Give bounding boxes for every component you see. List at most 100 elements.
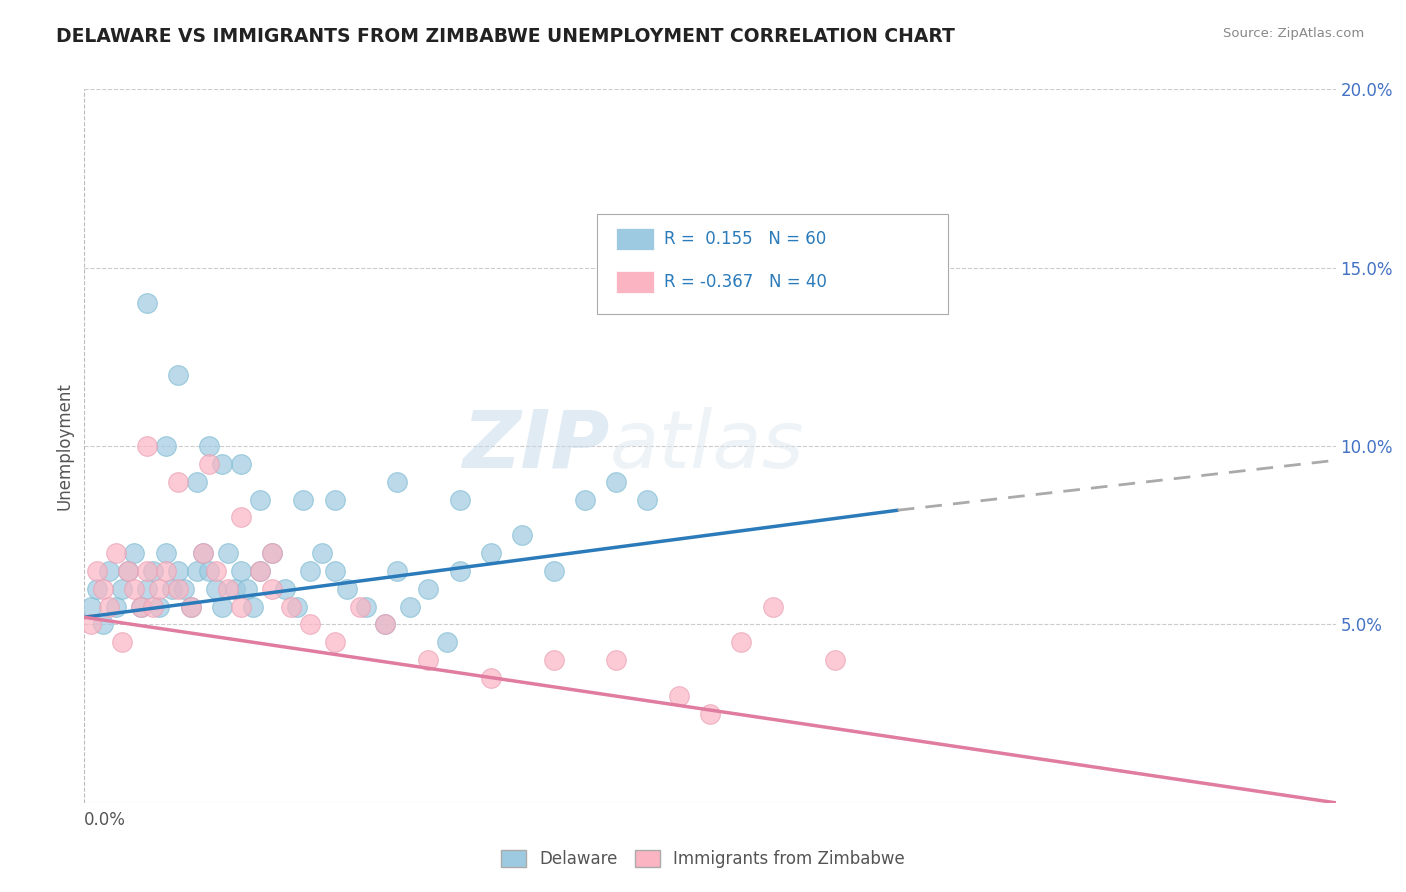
Text: 0.0%: 0.0% bbox=[84, 812, 127, 830]
Point bbox=[762, 599, 785, 614]
Point bbox=[385, 564, 409, 578]
Point bbox=[262, 546, 284, 560]
FancyBboxPatch shape bbox=[616, 228, 654, 250]
FancyBboxPatch shape bbox=[616, 271, 654, 293]
Point bbox=[449, 564, 471, 578]
Point bbox=[354, 599, 377, 614]
Point bbox=[543, 653, 565, 667]
Point bbox=[136, 439, 159, 453]
Point bbox=[186, 564, 208, 578]
Point bbox=[186, 475, 208, 489]
Point bbox=[374, 617, 396, 632]
Point bbox=[217, 582, 239, 596]
Point bbox=[229, 510, 252, 524]
Point bbox=[385, 475, 409, 489]
Point bbox=[229, 599, 252, 614]
Point bbox=[605, 653, 627, 667]
Point bbox=[249, 564, 271, 578]
Point bbox=[449, 492, 471, 507]
Text: R = -0.367   N = 40: R = -0.367 N = 40 bbox=[664, 273, 827, 291]
Point bbox=[91, 582, 114, 596]
Point bbox=[418, 653, 440, 667]
Point bbox=[91, 617, 114, 632]
Point bbox=[217, 546, 239, 560]
Point bbox=[155, 546, 177, 560]
Point bbox=[104, 546, 127, 560]
Point bbox=[398, 599, 420, 614]
Point bbox=[117, 564, 139, 578]
Point bbox=[86, 564, 108, 578]
Point bbox=[418, 582, 440, 596]
Point bbox=[98, 564, 121, 578]
Legend: Delaware, Immigrants from Zimbabwe: Delaware, Immigrants from Zimbabwe bbox=[495, 843, 911, 875]
Point bbox=[479, 546, 502, 560]
Point bbox=[436, 635, 458, 649]
Text: Source: ZipAtlas.com: Source: ZipAtlas.com bbox=[1223, 27, 1364, 40]
Point bbox=[193, 546, 215, 560]
Point bbox=[236, 582, 259, 596]
FancyBboxPatch shape bbox=[598, 214, 948, 314]
Point bbox=[117, 564, 139, 578]
Point bbox=[229, 457, 252, 471]
Point bbox=[86, 582, 108, 596]
Point bbox=[136, 296, 159, 310]
Point bbox=[285, 599, 308, 614]
Point bbox=[323, 492, 346, 507]
Point bbox=[224, 582, 246, 596]
Point bbox=[512, 528, 534, 542]
Point bbox=[167, 475, 190, 489]
Point bbox=[180, 599, 202, 614]
Point bbox=[349, 599, 371, 614]
Point bbox=[730, 635, 752, 649]
Point bbox=[79, 599, 101, 614]
Point bbox=[292, 492, 315, 507]
Point bbox=[142, 564, 165, 578]
Text: DELAWARE VS IMMIGRANTS FROM ZIMBABWE UNEMPLOYMENT CORRELATION CHART: DELAWARE VS IMMIGRANTS FROM ZIMBABWE UNE… bbox=[56, 27, 955, 45]
Point bbox=[193, 546, 215, 560]
Point bbox=[198, 457, 221, 471]
Point bbox=[155, 439, 177, 453]
Text: R =  0.155   N = 60: R = 0.155 N = 60 bbox=[664, 230, 825, 248]
Point bbox=[167, 582, 190, 596]
Point bbox=[111, 635, 134, 649]
Point bbox=[167, 564, 190, 578]
Point bbox=[136, 564, 159, 578]
Point bbox=[204, 582, 226, 596]
Text: atlas: atlas bbox=[610, 407, 804, 485]
Point bbox=[262, 546, 284, 560]
Point bbox=[262, 582, 284, 596]
Point bbox=[229, 564, 252, 578]
Point bbox=[204, 564, 226, 578]
Point bbox=[374, 617, 396, 632]
Point bbox=[173, 582, 195, 596]
Point bbox=[104, 599, 127, 614]
Point bbox=[136, 582, 159, 596]
Y-axis label: Unemployment: Unemployment bbox=[55, 382, 73, 510]
Text: ZIP: ZIP bbox=[463, 407, 610, 485]
Point bbox=[148, 582, 170, 596]
Point bbox=[298, 617, 321, 632]
Point bbox=[211, 457, 233, 471]
Point bbox=[211, 599, 233, 614]
Point bbox=[142, 599, 165, 614]
Point bbox=[148, 599, 170, 614]
Point bbox=[124, 582, 146, 596]
Point bbox=[699, 706, 721, 721]
Point bbox=[180, 599, 202, 614]
Point bbox=[198, 439, 221, 453]
Point bbox=[155, 564, 177, 578]
Point bbox=[323, 564, 346, 578]
Point bbox=[249, 564, 271, 578]
Point bbox=[167, 368, 190, 382]
Point bbox=[336, 582, 359, 596]
Point bbox=[637, 492, 659, 507]
Point bbox=[479, 671, 502, 685]
Point bbox=[298, 564, 321, 578]
Point bbox=[574, 492, 596, 507]
Point bbox=[79, 617, 101, 632]
Point bbox=[111, 582, 134, 596]
Point bbox=[129, 599, 152, 614]
Point bbox=[98, 599, 121, 614]
Point bbox=[249, 492, 271, 507]
Point bbox=[273, 582, 295, 596]
